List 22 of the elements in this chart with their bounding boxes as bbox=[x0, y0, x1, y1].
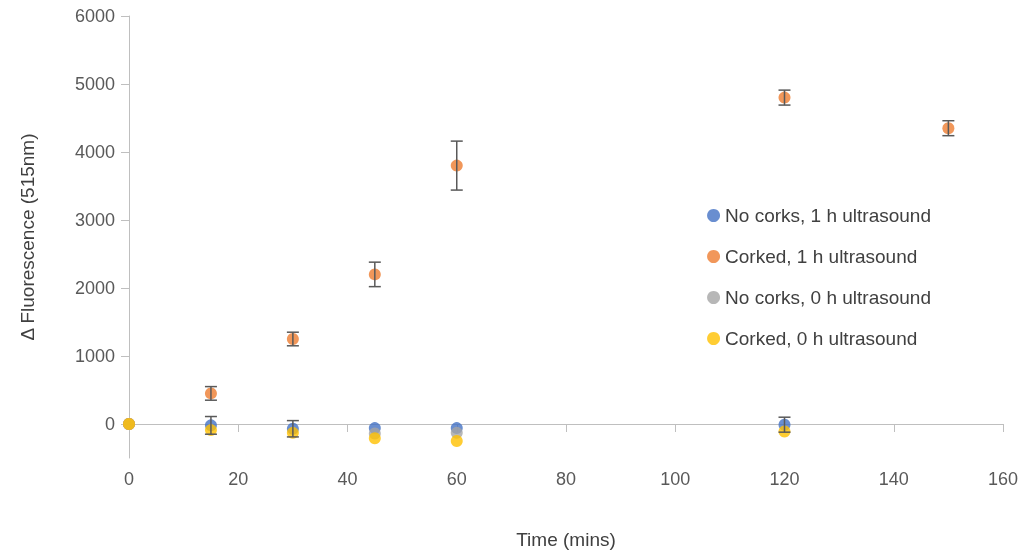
x-tick-label: 160 bbox=[987, 469, 1019, 489]
x-tick-label: 60 bbox=[446, 469, 467, 489]
y-tick-label: 1000 bbox=[74, 346, 115, 366]
x-tick-label: 80 bbox=[555, 469, 577, 489]
legend-label: No corks, 1 h ultrasound bbox=[725, 205, 932, 226]
y-axis-title: Δ Fluorescence (515nm) bbox=[17, 133, 38, 341]
x-tick-label: 20 bbox=[228, 469, 249, 489]
y-tick-label: 4000 bbox=[74, 142, 115, 162]
y-tick-label: 6000 bbox=[74, 6, 115, 26]
x-axis-title: Time (mins) bbox=[516, 529, 616, 550]
x-tick-label: 100 bbox=[660, 469, 691, 489]
legend-label: Corked, 1 h ultrasound bbox=[725, 246, 918, 267]
legend-label: No corks, 0 h ultrasound bbox=[725, 287, 932, 308]
y-tick-label: 5000 bbox=[74, 74, 115, 94]
x-tick-label: 0 bbox=[123, 469, 135, 489]
y-tick-label: 0 bbox=[104, 414, 115, 434]
x-tick-label: 140 bbox=[878, 469, 909, 489]
y-tick-label: 3000 bbox=[74, 210, 115, 230]
x-tick-label: 40 bbox=[337, 469, 358, 489]
legend-label: Corked, 0 h ultrasound bbox=[725, 328, 918, 349]
x-tick-label: 120 bbox=[769, 469, 800, 489]
y-tick-label: 2000 bbox=[74, 278, 115, 298]
